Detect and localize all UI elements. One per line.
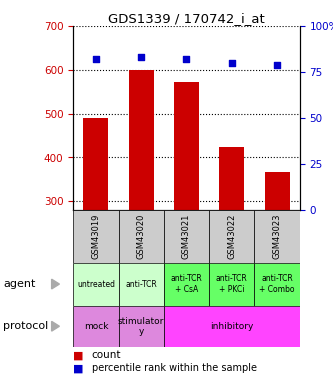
Text: anti-TCR
+ CsA: anti-TCR + CsA	[170, 274, 202, 294]
Text: count: count	[92, 351, 121, 360]
Text: untreated: untreated	[77, 280, 115, 289]
Text: GSM43020: GSM43020	[137, 214, 146, 259]
Bar	[254, 210, 300, 262]
Bar	[73, 210, 119, 262]
Bar	[209, 262, 254, 306]
Text: GSM43021: GSM43021	[182, 214, 191, 259]
Bar	[174, 82, 199, 210]
Text: mock: mock	[84, 322, 108, 331]
Title: GDS1339 / 170742_i_at: GDS1339 / 170742_i_at	[108, 12, 265, 25]
Point	[229, 60, 234, 66]
Text: ■: ■	[73, 351, 84, 360]
Text: GSM43023: GSM43023	[272, 213, 282, 259]
Bar	[164, 306, 300, 347]
Text: GSM43022: GSM43022	[227, 214, 236, 259]
Bar	[129, 70, 154, 210]
Polygon shape	[52, 279, 59, 289]
Text: percentile rank within the sample: percentile rank within the sample	[92, 363, 256, 373]
Point	[274, 62, 280, 68]
Bar	[254, 262, 300, 306]
Text: inhibitory: inhibitory	[210, 322, 253, 331]
Text: GSM43019: GSM43019	[91, 214, 101, 259]
Text: anti-TCR: anti-TCR	[125, 280, 157, 289]
Bar	[119, 262, 164, 306]
Bar	[164, 262, 209, 306]
Bar	[209, 210, 254, 262]
Text: stimulator
y: stimulator y	[118, 316, 165, 336]
Bar	[119, 306, 164, 347]
Point	[93, 56, 99, 62]
Polygon shape	[52, 321, 59, 331]
Text: anti-TCR
+ Combo: anti-TCR + Combo	[259, 274, 295, 294]
Bar	[219, 147, 244, 210]
Bar	[265, 171, 289, 210]
Text: protocol: protocol	[3, 321, 49, 331]
Text: ■: ■	[73, 363, 84, 373]
Text: agent: agent	[3, 279, 36, 289]
Point	[184, 56, 189, 62]
Bar	[73, 306, 119, 347]
Bar	[73, 262, 119, 306]
Point	[139, 54, 144, 60]
Bar	[164, 210, 209, 262]
Text: anti-TCR
+ PKCi: anti-TCR + PKCi	[216, 274, 248, 294]
Bar	[119, 210, 164, 262]
Bar	[84, 118, 108, 210]
